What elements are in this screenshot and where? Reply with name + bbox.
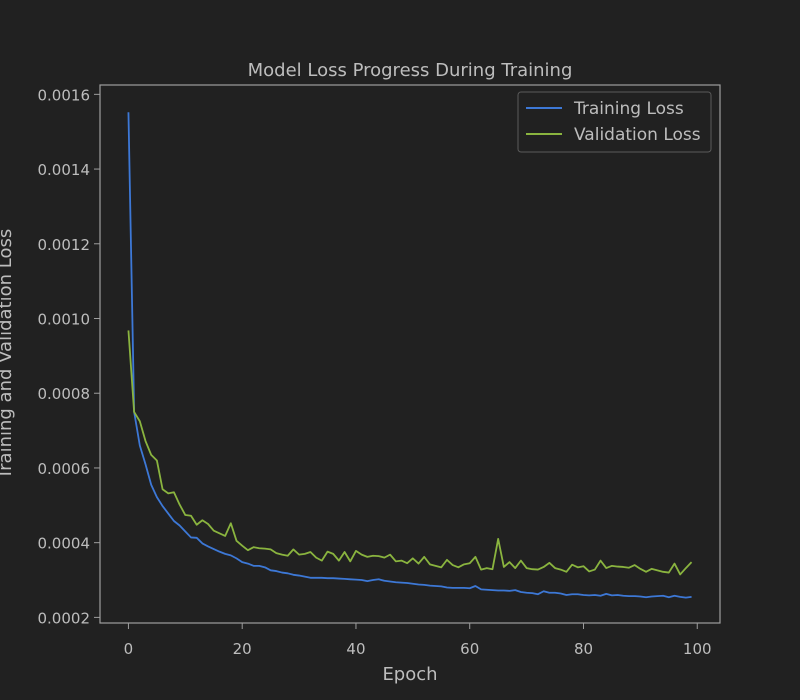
y-axis-label: Training and Validation Loss <box>0 229 16 480</box>
y-tick-label: 0.0008 <box>38 385 91 403</box>
y-tick-label: 0.0012 <box>38 236 91 254</box>
x-tick-label: 80 <box>574 640 593 658</box>
y-tick-label: 0.0014 <box>38 161 91 179</box>
x-tick-label: 100 <box>683 640 712 658</box>
x-tick-label: 60 <box>460 640 479 658</box>
x-tick-label: 40 <box>346 640 365 658</box>
y-tick-label: 0.0010 <box>38 311 91 329</box>
y-tick-label: 0.0004 <box>38 535 91 553</box>
legend: Training Loss Validation Loss <box>517 91 712 153</box>
x-axis-label: Epoch <box>382 664 437 685</box>
x-axis-ticks: 0 20 40 60 80 100 <box>124 623 712 658</box>
y-tick-label: 0.0006 <box>38 460 91 478</box>
x-tick-label: 20 <box>233 640 252 658</box>
x-tick-label: 0 <box>124 640 134 658</box>
axes-frame <box>99 84 721 624</box>
legend-box <box>517 91 712 153</box>
y-axis-ticks: 0.0002 0.0004 0.0006 0.0008 0.0010 0.0012 0.00… <box>38 86 100 627</box>
legend-label-training: Training Loss <box>573 99 684 119</box>
legend-label-validation: Validation Loss <box>574 125 701 145</box>
y-tick-label: 0.0016 <box>38 86 91 104</box>
y-tick-label: 0.0002 <box>38 609 91 627</box>
chart-title: Model Loss Progress During Training <box>248 60 573 81</box>
plot-area <box>127 112 693 599</box>
series-line-validation-loss <box>127 330 693 576</box>
series-line-training-loss <box>127 112 692 599</box>
